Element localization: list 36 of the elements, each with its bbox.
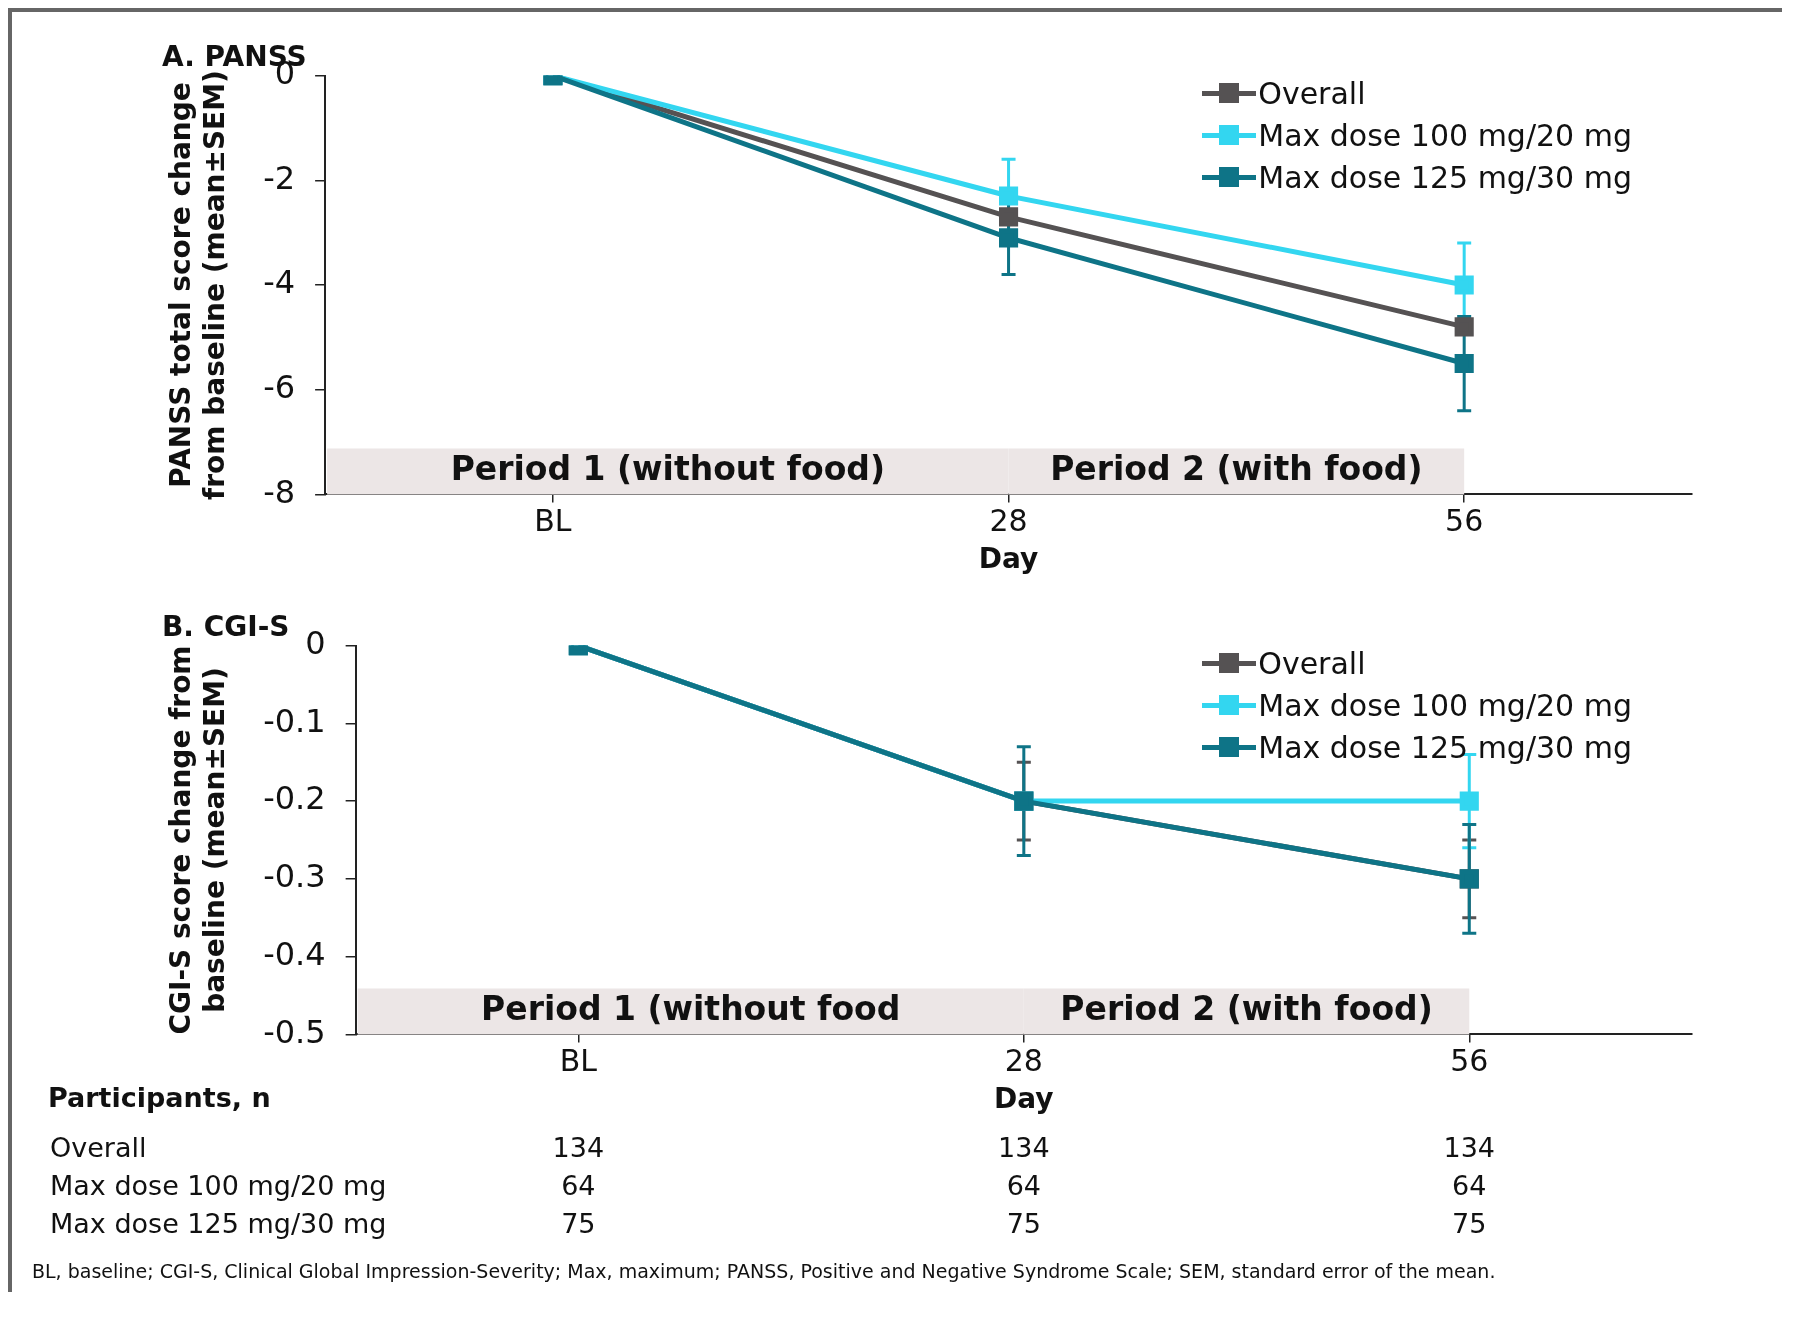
y-tick-label: -0.4 [263, 934, 326, 973]
x-tick-label: 56 [1450, 1043, 1489, 1079]
y-tick-label: -8 [263, 472, 296, 511]
text: Max dose 125 mg/30 mg 75 75 75 [50, 1208, 1487, 1239]
legend-label: Overall [1258, 75, 1366, 111]
x-tick-label: 56 [1445, 503, 1484, 539]
legend-label: Max dose 100 mg/20 mg [1258, 687, 1632, 723]
band-label: Period 1 (without food [481, 988, 901, 1028]
y-tick-label: -6 [263, 368, 296, 407]
x-tick-label: 28 [989, 503, 1028, 539]
legend-label: Max dose 125 mg/30 mg [1258, 729, 1632, 765]
legend-label: Max dose 125 mg/30 mg [1258, 159, 1632, 195]
y-tick-label: -2 [263, 158, 296, 197]
x-tick-label: BL [534, 503, 572, 539]
y-axis-title: PANSS total score change from baseline (mean±SEM) [164, 70, 231, 500]
y-tick-label: -0.3 [263, 857, 326, 896]
x-axis-title: Day [994, 1082, 1054, 1116]
y-tick-label: -0.5 [263, 1012, 326, 1051]
x-tick-label: 28 [1004, 1043, 1043, 1079]
text: Max dose 100 mg/20 mg 64 64 64 [50, 1170, 1487, 1201]
chart-title: B. CGI-S [162, 610, 290, 644]
x-axis-title: Day [978, 542, 1039, 576]
band-label: Period 2 (with food) [1060, 988, 1433, 1028]
y-tick-label: 0 [305, 623, 326, 662]
band-label: Period 2 (with food) [1050, 448, 1423, 488]
text: BL, baseline; CGI-S, Clinical Global Impression-Severity; Max, maximum; PANSS, Positive and Negative Syndrome Scale; SEM, standard error of the mean. [32, 1260, 1497, 1282]
y-tick-label: -0.1 [263, 701, 326, 740]
legend-label: Overall [1258, 645, 1366, 681]
legend-label: Max dose 100 mg/20 mg [1258, 117, 1632, 153]
text: Participants, n [48, 1082, 271, 1113]
y-axis-title: CGI-S score change from baseline (mean±SEM) [164, 645, 231, 1035]
band-label: Period 1 (without food) [450, 448, 886, 488]
y-tick-label: -4 [263, 263, 296, 302]
text: Overall 134 134 134 [50, 1132, 1496, 1163]
x-tick-label: BL [559, 1043, 598, 1079]
y-tick-label: -0.2 [263, 779, 326, 818]
